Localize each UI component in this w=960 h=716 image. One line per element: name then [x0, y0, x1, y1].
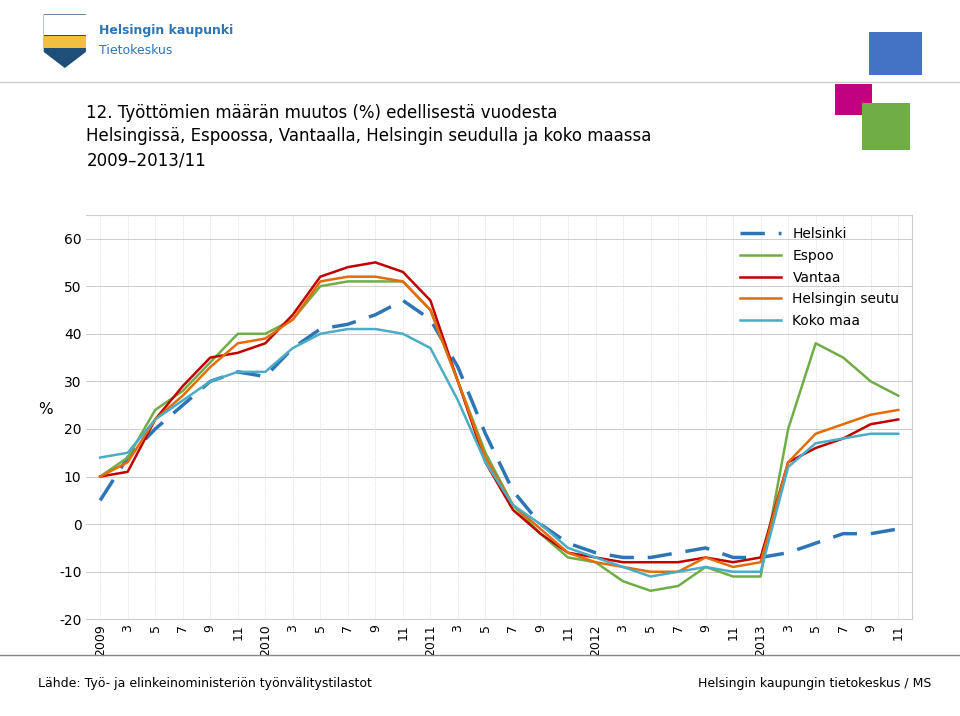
FancyBboxPatch shape	[44, 36, 86, 47]
Text: 2009–2013/11: 2009–2013/11	[86, 151, 206, 169]
Y-axis label: %: %	[37, 402, 53, 417]
Polygon shape	[44, 14, 86, 68]
Legend: Helsinki, Espoo, Vantaa, Helsingin seutu, Koko maa: Helsinki, Espoo, Vantaa, Helsingin seutu…	[734, 222, 905, 334]
Text: Helsingin kaupunki: Helsingin kaupunki	[99, 24, 233, 37]
Text: Helsingissä, Espoossa, Vantaalla, Helsingin seudulla ja koko maassa: Helsingissä, Espoossa, Vantaalla, Helsin…	[86, 127, 652, 145]
Text: Tietokeskus: Tietokeskus	[99, 44, 172, 57]
FancyBboxPatch shape	[44, 15, 86, 34]
Text: Lähde: Työ- ja elinkeinoministeriön työnvälitystilastot: Lähde: Työ- ja elinkeinoministeriön työn…	[38, 677, 372, 690]
Text: 12. Työttömien määrän muutos (%) edellisestä vuodesta: 12. Työttömien määrän muutos (%) edellis…	[86, 104, 558, 122]
Text: Helsingin kaupungin tietokeskus / MS: Helsingin kaupungin tietokeskus / MS	[698, 677, 931, 690]
